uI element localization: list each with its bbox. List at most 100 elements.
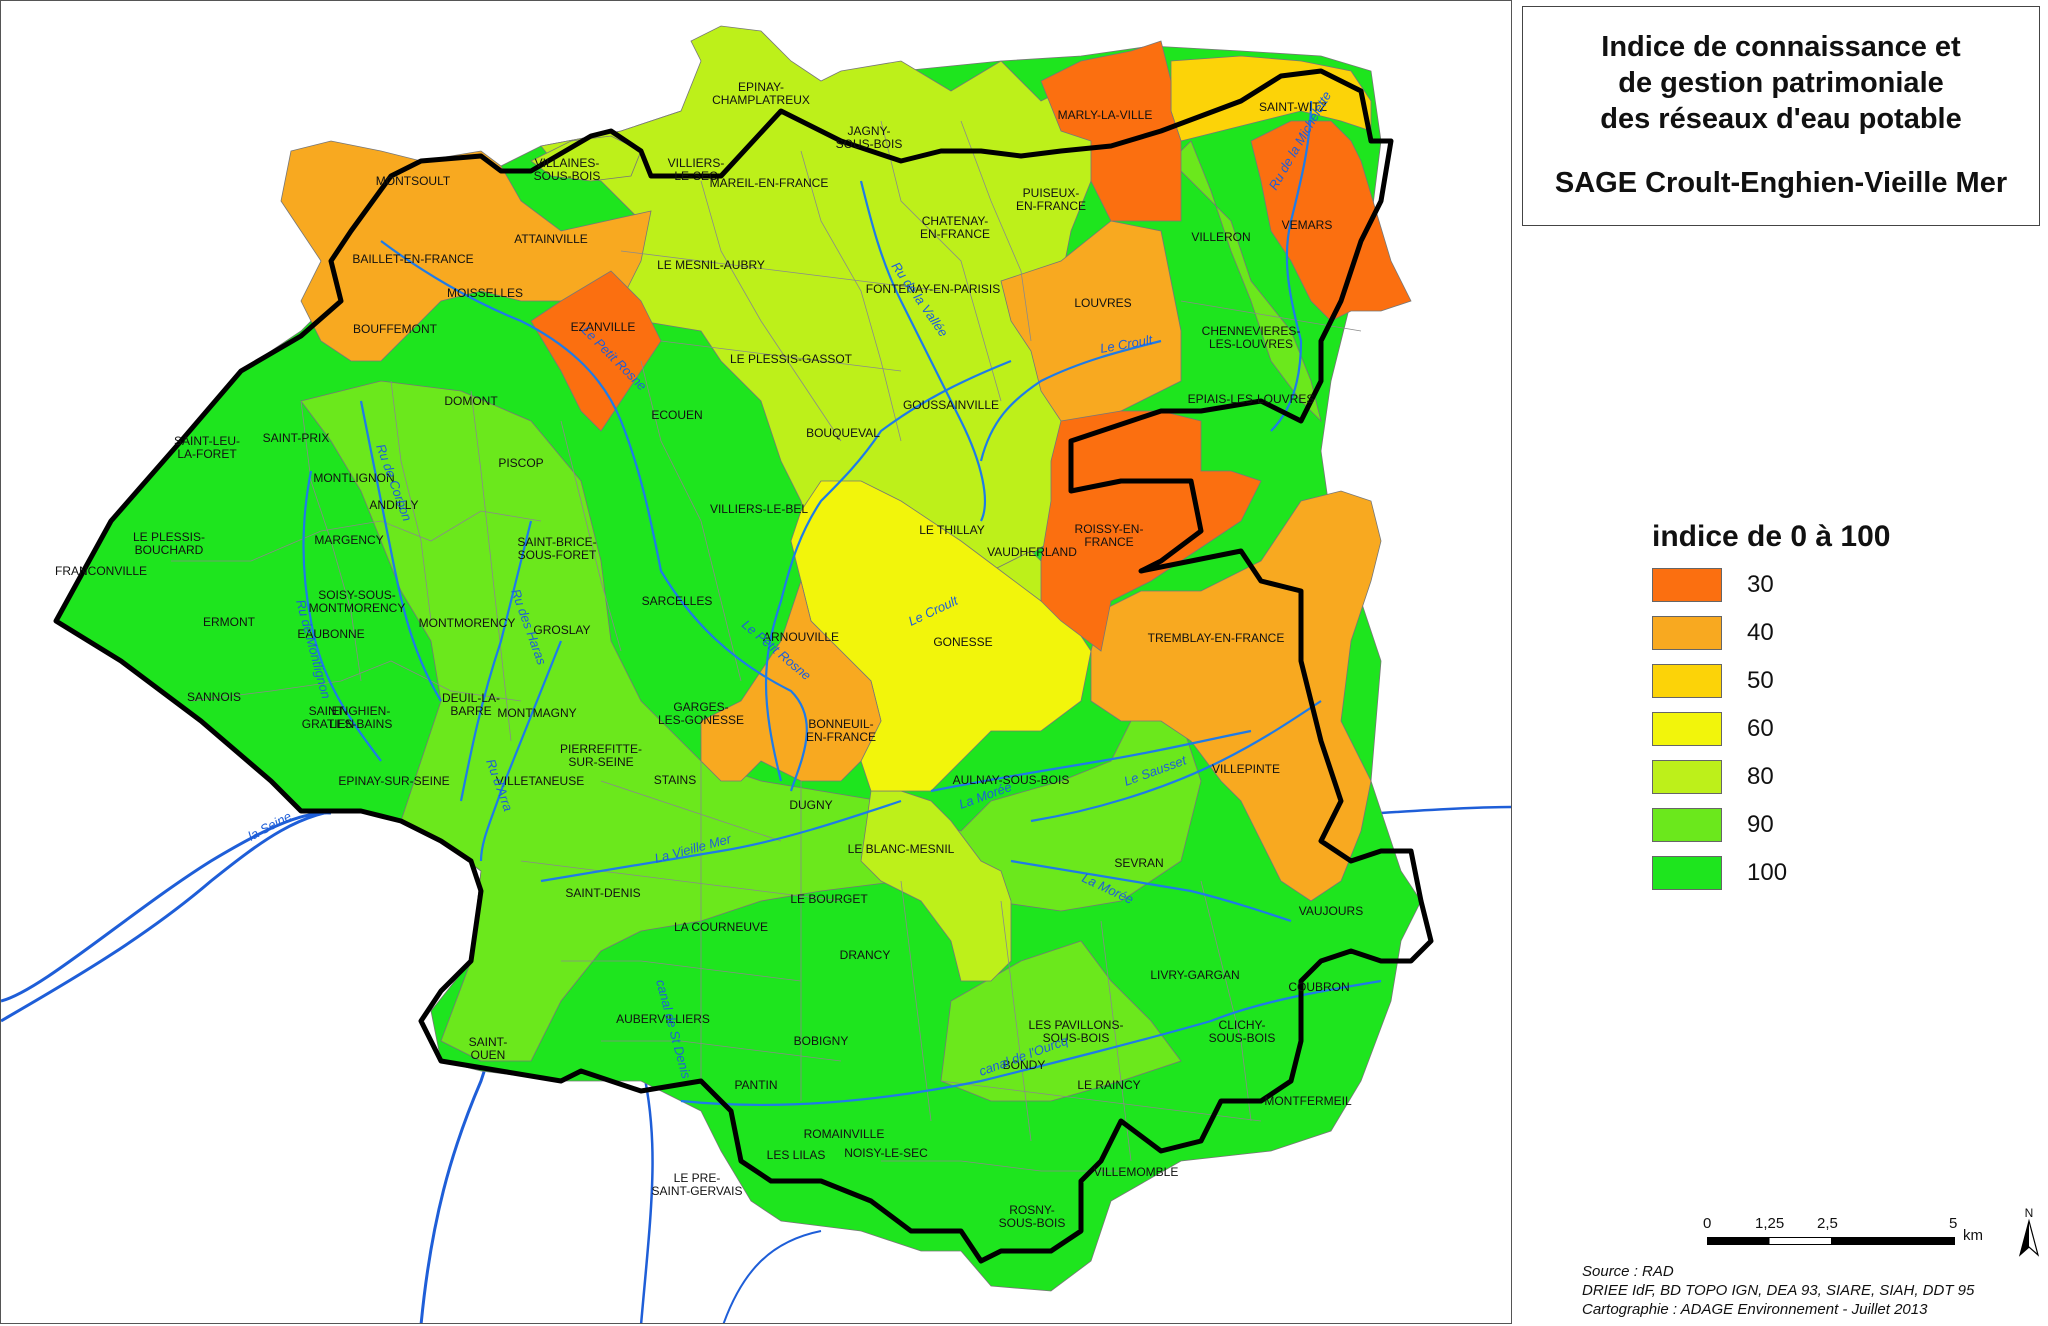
legend-item: 100	[1652, 856, 1912, 892]
source-line-2: DRIEE IdF, BD TOPO IGN, DEA 93, SIARE, S…	[1582, 1282, 1975, 1299]
scale-bar: 0 1,25 2,5 5 km	[1703, 1215, 2007, 1265]
zone-80-villaines	[530, 135, 642, 182]
legend-swatch	[1652, 664, 1722, 698]
river-corbon	[359, 400, 442, 702]
commune-label: EAUBONNE	[297, 627, 364, 641]
commune-label: LOUVRES	[1074, 296, 1131, 310]
commune-label: EPIAIS-LES-LOUVRES	[1188, 392, 1315, 406]
commune-label: MONTFERMEIL	[1264, 1094, 1352, 1108]
commune-label: EPINAY-SUR-SEINE	[338, 774, 449, 788]
commune-label: PISCOP	[498, 456, 543, 470]
scale-unit: km	[1963, 1227, 1983, 1244]
commune-label: BOUFFEMONT	[353, 322, 438, 336]
commune-label: AULNAY-SOUS-BOIS	[953, 773, 1070, 787]
river-michelette	[1270, 100, 1313, 432]
commune-label: DOMONT	[444, 394, 498, 408]
canal-ourcq	[680, 979, 1382, 1107]
commune-label: LIVRY-GARGAN	[1150, 968, 1239, 982]
zone-40-tremblay	[1090, 490, 1382, 902]
commune-label: SAINT-BRICE-SOUS-FORET	[517, 535, 597, 562]
commune-label: FRANCONVILLE	[55, 564, 147, 578]
commune-label: CHENNEVIERES-LES-LOUVRES	[1202, 324, 1301, 351]
commune-label: SAINT-OUEN	[469, 1035, 508, 1062]
zone-30-vemars	[1250, 120, 1412, 322]
commune-label: JAGNY-SOUS-BOIS	[836, 124, 903, 151]
commune-label: SAINT-LEU-LA-FORET	[174, 434, 240, 461]
river-vallee	[859, 180, 987, 522]
legend-swatch	[1652, 856, 1722, 890]
commune-label: VILLERON	[1191, 230, 1250, 244]
legend-item: 60	[1652, 712, 1912, 748]
commune-label: VAUDHERLAND	[987, 545, 1077, 559]
commune-label: VEMARS	[1282, 218, 1333, 232]
scale-bar-graphic	[1707, 1237, 1955, 1245]
commune-label: ECOUEN	[651, 408, 702, 422]
commune-label: LES PAVILLONS-SOUS-BOIS	[1029, 1018, 1124, 1045]
river-montlignon	[302, 470, 382, 762]
legend-swatch	[1652, 712, 1722, 746]
legend-label: 80	[1747, 763, 1774, 790]
commune-label: LE BLANC-MESNIL	[848, 842, 955, 856]
river-croult-east	[979, 339, 1162, 462]
commune-label: VILLIERS-LE-SEC	[668, 156, 725, 183]
commune-label: VILLETANEUSE	[496, 774, 584, 788]
scale-tick: 1,25	[1755, 1215, 1785, 1232]
legend-swatch	[1652, 808, 1722, 842]
commune-label: SAINT-PRIX	[263, 431, 330, 445]
commune-label: VILLEMOMBLE	[1094, 1165, 1179, 1179]
scale-tick: 0	[1703, 1215, 1712, 1232]
commune-label: PIERREFITTE-SUR-SEINE	[560, 742, 642, 769]
scale-tick: 5	[1949, 1215, 1958, 1232]
commune-label: ANDILLY	[369, 498, 418, 512]
commune-label: MONTMAGNY	[497, 706, 576, 720]
source-line-3: Cartographie : ADAGE Environnement - Jui…	[1582, 1301, 1928, 1318]
canal-ourcq-outer	[1380, 805, 1511, 815]
commune-label: STAINS	[654, 773, 696, 787]
legend-label: 90	[1747, 811, 1774, 838]
river-haras	[459, 520, 533, 802]
map-frame: EPINAY-CHAMPLATREUX JAGNY-SOUS-BOIS VILLIE…	[0, 0, 1512, 1324]
legend-swatch	[1652, 760, 1722, 794]
canal-ourcq-outer-2	[722, 1230, 822, 1323]
commune-label: SOISY-SOUS-MONTMORENCY	[309, 588, 406, 615]
commune-label: EZANVILLE	[571, 320, 636, 334]
title-line-4: SAGE Croult-Enghien-Vieille Mer	[1554, 167, 2008, 199]
zone-30-ezanville	[530, 270, 662, 432]
commune-label: ENGHIEN-LES-BAINS	[330, 704, 393, 731]
commune-label: CLICHY-SOUS-BOIS	[1209, 1018, 1276, 1045]
legend-item: 30	[1652, 568, 1912, 604]
commune-label: ROMAINVILLE	[804, 1127, 885, 1141]
commune-label: MOISSELLES	[447, 286, 523, 300]
commune-label: LE BOURGET	[790, 892, 868, 906]
commune-label: VILLEPINTE	[1212, 762, 1280, 776]
commune-label: BONDY	[1003, 1058, 1046, 1072]
commune-label: MAREIL-EN-FRANCE	[710, 176, 829, 190]
zone-90-c	[1170, 140, 1322, 423]
legend-item: 80	[1652, 760, 1912, 796]
commune-label: DRANCY	[840, 948, 891, 962]
side-panel: Indice de connaissance et de gestion pat…	[1512, 0, 2048, 1326]
commune-label: BOBIGNY	[794, 1034, 849, 1048]
commune-label: BAILLET-EN-FRANCE	[352, 252, 473, 266]
commune-label: SAINT-WITZ	[1259, 100, 1327, 114]
legend-label: 30	[1747, 571, 1774, 598]
seine-river-upper	[1, 811, 332, 1003]
seine-river	[1, 807, 523, 1323]
map-canvas: EPINAY-CHAMPLATREUX JAGNY-SOUS-BOIS VILLIE…	[1, 25, 1511, 1323]
commune-label: GROSLAY	[533, 623, 590, 637]
commune-label: LE PRE-SAINT-GERVAIS	[652, 1171, 743, 1198]
source-line-1: Source : RAD	[1582, 1263, 1674, 1280]
legend-swatch	[1652, 568, 1722, 602]
commune-label: MONTMORENCY	[419, 616, 516, 630]
legend-label: 60	[1747, 715, 1774, 742]
commune-label: TREMBLAY-EN-FRANCE	[1148, 631, 1285, 645]
commune-label: AUBERVILLIERS	[616, 1012, 710, 1026]
commune-label: SEVRAN	[1114, 856, 1163, 870]
legend-item: 50	[1652, 664, 1912, 700]
commune-label: GOUSSAINVILLE	[903, 398, 999, 412]
commune-label: ERMONT	[203, 615, 256, 629]
zone-30-roissy	[1040, 410, 1262, 652]
commune-label: BONNEUIL-EN-FRANCE	[806, 717, 876, 744]
legend-label: 100	[1747, 859, 1788, 886]
river-croult	[764, 359, 1012, 782]
